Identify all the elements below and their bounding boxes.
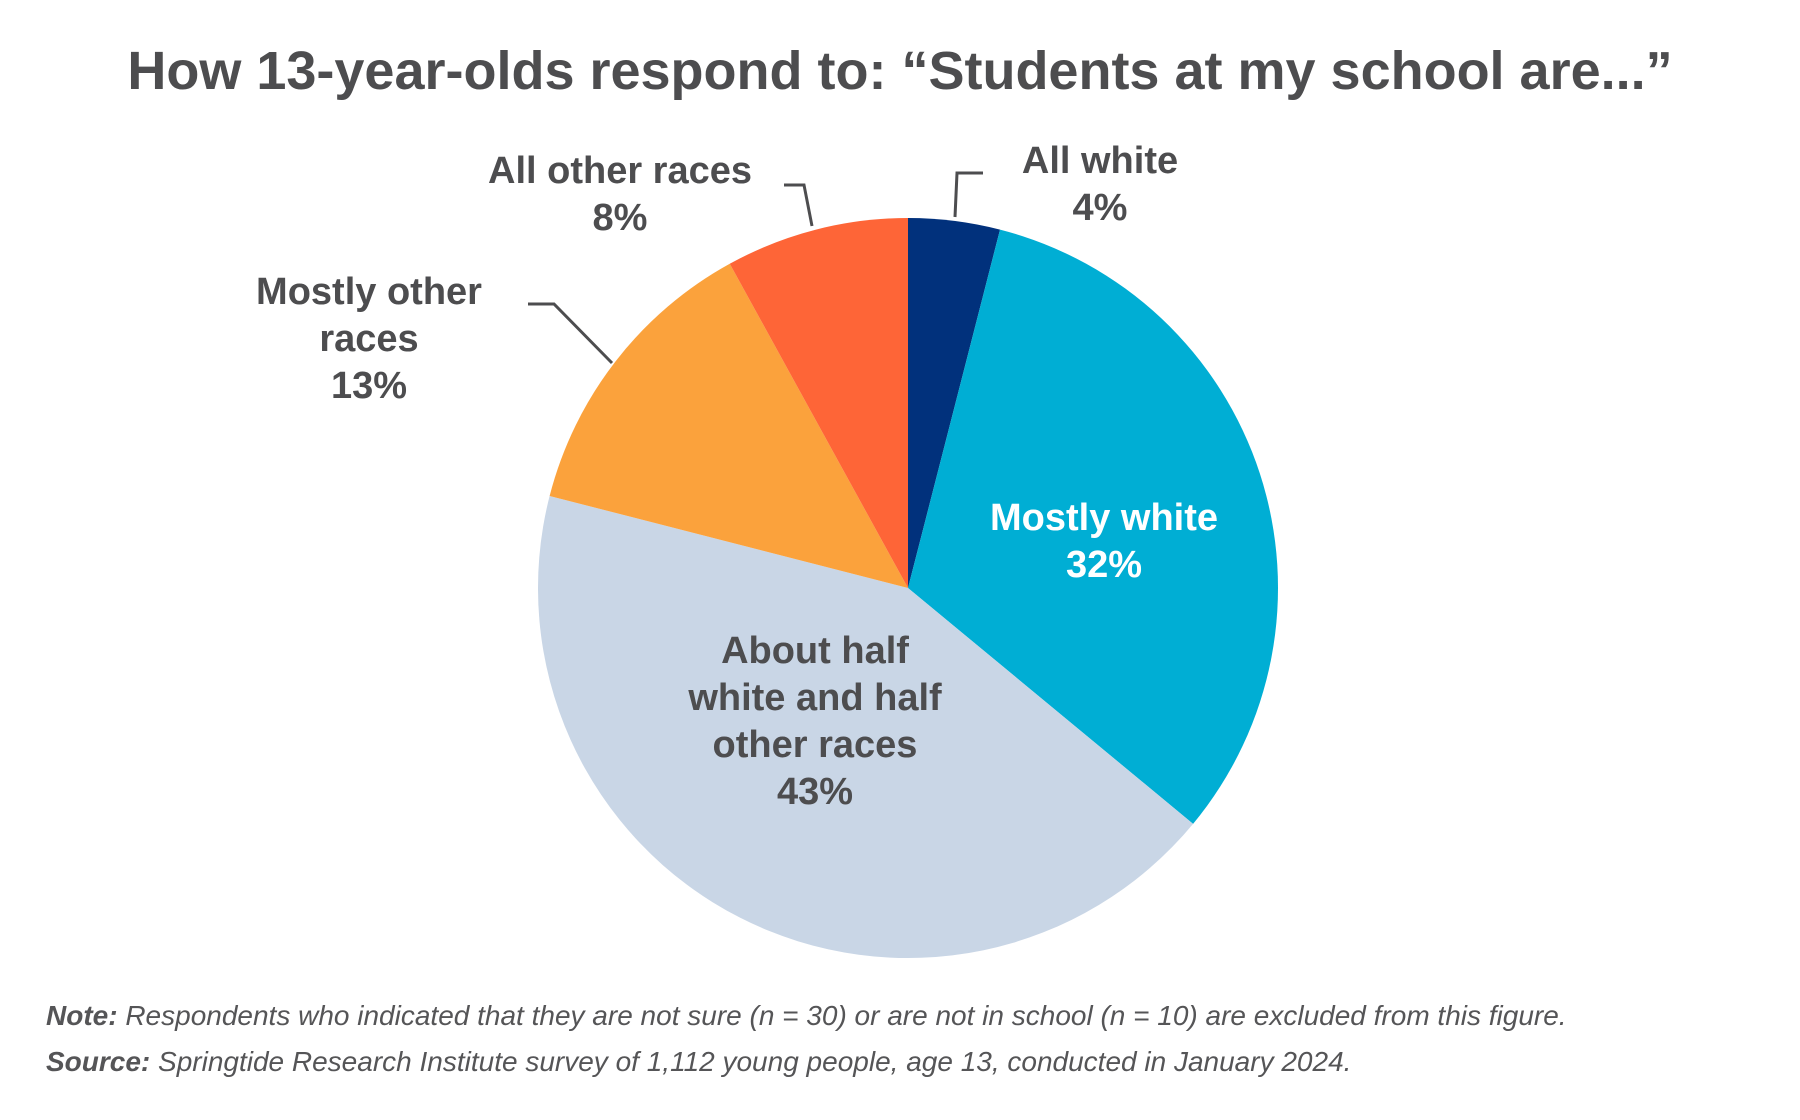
slice-label-mostly-white: Mostly white 32% <box>990 497 1218 586</box>
slice-label-all-white: All white 4% <box>1022 140 1178 229</box>
slice-label-line: Mostly white <box>990 497 1218 539</box>
slice-value-label: 13% <box>331 365 407 407</box>
slice-label-line: races <box>319 318 418 360</box>
leader-line-all-white <box>953 171 983 218</box>
slice-label-line: About half <box>721 630 909 672</box>
note-text: Respondents who indicated that they are … <box>125 1000 1567 1031</box>
note-label: Note: <box>46 1000 118 1031</box>
slice-label-line: All white <box>1022 140 1178 182</box>
note-line: Note: Respondents who indicated that the… <box>46 1000 1567 1032</box>
source-text: Springtide Research Institute survey of … <box>158 1046 1352 1077</box>
source-label: Source: <box>46 1046 151 1077</box>
slice-value-label: 32% <box>1066 544 1142 586</box>
slice-label-about-half-white-and-half-other-races: About half white and half other races 43% <box>687 630 942 813</box>
slice-value-label: 8% <box>593 197 648 239</box>
pie-slice-all-other-races <box>729 218 908 588</box>
slice-label-all-other-races: All other races 8% <box>488 150 752 239</box>
slice-label-line: All other races <box>488 150 752 192</box>
leader-line-mostly-other-races <box>528 302 614 365</box>
pie-slice-mostly-other-races <box>549 263 908 588</box>
leader-line-all-other-races <box>784 183 814 227</box>
pie-slice-all-white <box>908 218 1001 588</box>
slice-label-mostly-other-races: Mostly other races 13% <box>256 271 482 407</box>
pie-slice-about-half-white-and-half-other-races <box>537 495 1194 959</box>
pie-slice-mostly-white <box>908 229 1279 824</box>
slice-value-label: 43% <box>777 771 853 813</box>
slice-label-line: Mostly other <box>256 271 482 313</box>
slice-label-line: other races <box>713 724 918 766</box>
slice-value-label: 4% <box>1073 187 1128 229</box>
source-line: Source: Springtide Research Institute su… <box>46 1046 1351 1078</box>
chart-title: How 13-year-olds respond to: “Students a… <box>127 41 1673 101</box>
slice-label-line: white and half <box>687 677 942 719</box>
